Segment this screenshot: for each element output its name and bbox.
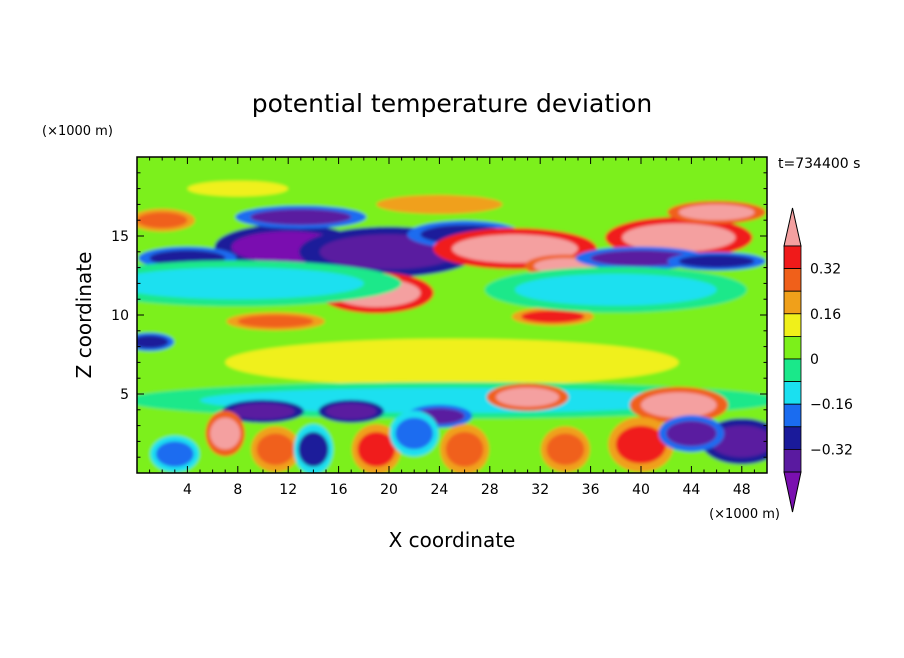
y-tick-label: 5	[120, 387, 129, 403]
contour-field	[137, 157, 767, 473]
contour-region	[250, 209, 352, 225]
colorbar-segment	[783, 448, 802, 473]
colorbar-segment	[783, 358, 802, 383]
y-unit-label: (×1000 m)	[42, 124, 113, 139]
colorbar-segment	[783, 268, 802, 292]
colorbar-segment	[783, 381, 802, 405]
x-axis-ticks: 4 8 12 16 20 24 28 32 36 40 44 48	[149, 157, 755, 498]
colorbar-label: 0	[810, 352, 819, 368]
contour-region	[615, 425, 667, 464]
y-tick-label: 10	[111, 308, 129, 324]
contour-region	[137, 212, 188, 229]
contour-region	[515, 273, 717, 306]
x-unit-label: (×1000 m)	[709, 507, 780, 522]
x-tick-label: 36	[582, 482, 600, 498]
contour-region	[231, 403, 295, 420]
contour-region	[414, 166, 616, 192]
x-axis-label: X coordinate	[389, 528, 516, 552]
x-tick-label: 8	[233, 482, 242, 498]
contour-region	[641, 166, 767, 192]
contour-region	[590, 250, 692, 267]
x-tick-label: 4	[183, 482, 192, 498]
colorbar-segment	[783, 313, 802, 337]
contour-region	[678, 204, 755, 221]
colorbar-segment	[783, 290, 802, 315]
contour-region	[155, 441, 194, 467]
x-tick-label: 48	[733, 482, 751, 498]
contour-region	[546, 433, 585, 466]
colorbar-bottom-arrow	[783, 471, 802, 513]
contour-region	[395, 417, 434, 450]
contour-region	[452, 234, 578, 263]
x-tick-label: 20	[380, 482, 398, 498]
colorbar-label: −0.32	[810, 442, 853, 458]
y-axis-ticks: 5 10 15	[111, 172, 767, 458]
contour-region	[521, 310, 585, 323]
contour-region	[225, 338, 679, 387]
contour-region	[256, 433, 295, 466]
colorbar-label: 0.16	[810, 307, 841, 323]
contour-region	[210, 417, 241, 450]
colorbar-segment	[783, 245, 802, 270]
colorbar-top-arrow	[783, 207, 802, 247]
contour-region	[641, 392, 717, 418]
contour-region	[237, 315, 314, 328]
x-tick-label: 40	[632, 482, 650, 498]
time-label: t=734400 s	[778, 156, 860, 172]
y-axis-label: Z coordinate	[72, 252, 96, 379]
contour-region	[445, 431, 484, 467]
colorbar-label: −0.16	[810, 397, 853, 413]
contour-region	[357, 431, 396, 467]
x-tick-label: 16	[330, 482, 348, 498]
colorbar-segment	[783, 403, 802, 428]
chart-title: potential temperature deviation	[252, 89, 652, 118]
x-tick-label: 32	[531, 482, 549, 498]
y-tick-label: 15	[111, 229, 129, 245]
contour-region	[376, 194, 503, 214]
contour-region	[710, 425, 767, 458]
contour-region	[678, 254, 755, 268]
colorbar-segment	[783, 335, 802, 360]
colorbar-segment	[783, 426, 802, 450]
colorbar-label: 0.32	[810, 262, 841, 278]
contour-region	[298, 431, 329, 467]
x-tick-label: 24	[430, 482, 448, 498]
colorbar: 0.32 0.16 0 −0.16 −0.32	[783, 207, 853, 513]
contour-region	[326, 403, 377, 420]
contour-region	[137, 335, 169, 349]
contour-region	[666, 420, 717, 447]
contour-region	[187, 180, 289, 197]
x-tick-label: 28	[481, 482, 499, 498]
contour-region	[622, 223, 736, 252]
contour-region	[137, 267, 364, 300]
x-tick-label: 12	[279, 482, 297, 498]
x-tick-label: 44	[682, 482, 700, 498]
contour-region	[496, 387, 560, 407]
